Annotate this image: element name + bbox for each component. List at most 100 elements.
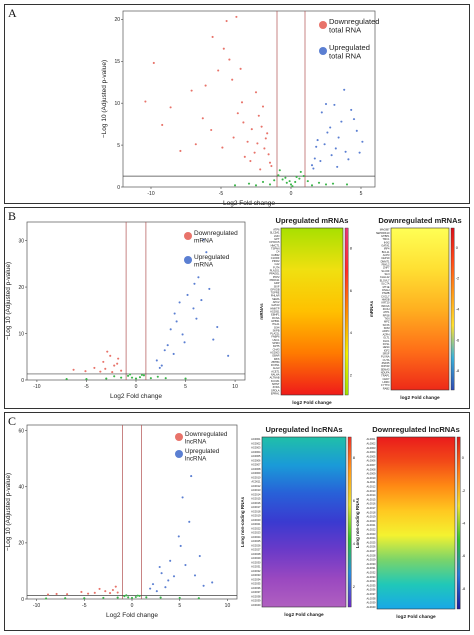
panel-c: C -10 -5 0 5 10 0 20 40 60 Log2 Fold change −Log 1…	[4, 412, 470, 631]
data-point	[256, 142, 259, 145]
heatmap-row-label: RAB2	[383, 386, 390, 390]
heatmap-row-label: ATP1	[383, 310, 390, 314]
heatmap-row-label: PPAGEL	[269, 272, 280, 276]
data-point	[315, 145, 318, 148]
heatmap-row-label: AC0033	[251, 573, 261, 577]
heatmap-row-label: FOSL	[383, 342, 390, 346]
y-tick-label: 20	[18, 285, 24, 291]
heatmap-row-label: ACE71	[271, 369, 280, 373]
heatmap-row-label: TXN	[384, 317, 389, 321]
data-point	[201, 117, 204, 120]
heatmap-x-label: log2 Fold change	[284, 612, 324, 618]
data-point	[99, 370, 102, 373]
heatmap-row-label: LRRC	[382, 380, 389, 384]
colorbar-tick-label: -2	[462, 488, 466, 493]
data-point	[160, 572, 163, 575]
heatmap-row-label: TOPRE	[271, 291, 280, 295]
heatmap-row-label: AL0006	[367, 459, 377, 463]
data-point	[225, 20, 228, 23]
heatmap-row-label: PIKR2	[272, 259, 280, 263]
data-point	[198, 555, 201, 558]
data-point	[109, 354, 112, 357]
data-point	[190, 89, 193, 92]
data-point	[113, 364, 116, 367]
data-point	[45, 597, 48, 600]
heatmap-row-label: AC0026	[251, 543, 261, 547]
heatmap-row-label: AL0040	[367, 605, 377, 609]
data-point	[113, 375, 116, 378]
heatmap-row-label: MAGIB7	[380, 228, 390, 232]
heatmap-title: Upregulated lncRNAs	[265, 425, 342, 434]
legend-label: mRNA	[194, 238, 214, 245]
heatmap-row-label: AL0008	[367, 467, 377, 471]
volcano-plot-lncrna: -10 -5 0 5 10 0 20 40 60 Log2 Fold change −Log 10 …	[5, 424, 238, 619]
heatmap-title: Downregulated lncRNAs	[372, 425, 460, 434]
data-point	[259, 168, 262, 171]
data-point	[108, 592, 112, 595]
data-point	[211, 35, 214, 39]
data-point	[302, 175, 305, 178]
data-point	[312, 167, 315, 170]
heatmap-y-label: mRNAs	[369, 300, 374, 317]
y-tick-label: 0	[21, 378, 24, 384]
heatmap-row-label: PRDK11	[270, 278, 280, 282]
data-point	[178, 596, 181, 599]
data-point	[164, 377, 167, 380]
data-point	[240, 101, 244, 104]
heatmap-row-label: AC0009	[251, 471, 261, 475]
heatmap-row-label: AL0021	[367, 523, 377, 527]
legend-label: lncRNA	[185, 455, 207, 462]
data-point	[236, 112, 239, 115]
heatmap-row-label: SIX4	[274, 325, 280, 329]
y-tick-label: 10	[114, 101, 120, 107]
heatmap-row-label: CA2	[274, 262, 280, 266]
heatmap-row-label: AC0039	[251, 599, 261, 603]
data-point	[152, 61, 155, 65]
heatmap-row-label: RIPOR	[381, 364, 389, 368]
heatmap-title: Upregulated mRNAs	[276, 216, 349, 225]
data-point	[194, 143, 197, 146]
data-point	[151, 583, 155, 586]
data-point	[184, 563, 187, 567]
data-point	[116, 596, 119, 599]
heatmap-row-label: AL0026	[367, 545, 377, 549]
data-point	[160, 364, 163, 367]
heatmap-row-label: ZNF7	[383, 266, 390, 270]
heatmap-cells	[280, 227, 344, 396]
x-tick-label: 5	[178, 603, 181, 609]
heatmap-row-label: AC0040	[251, 603, 261, 607]
heatmap-row-label: AL0020	[367, 519, 377, 523]
heatmap-row-label: AL0018	[367, 510, 377, 514]
heatmap-row-label: AL0010	[367, 476, 377, 480]
colorbar-tick-label: 4	[350, 330, 353, 335]
heatmap-row-label: ALTNAB	[270, 376, 280, 380]
heatmap-downregulated-mrnas: Downregulated mRNAs MAGIB7SEPRRK10GTBP1TM…	[369, 216, 462, 401]
heatmap-row-label: SEMA	[272, 297, 280, 301]
heatmap-row-label: ARPC	[382, 329, 389, 333]
data-point	[83, 597, 86, 600]
data-point	[331, 182, 335, 185]
data-point	[179, 149, 182, 153]
data-point	[127, 374, 130, 377]
heatmap-row-label: AL0031	[367, 566, 377, 570]
data-point	[106, 350, 109, 353]
heatmap-row-label: PLA2G1	[270, 269, 280, 273]
colorbar-tick-label: 2	[353, 584, 356, 589]
heatmap-row-label: TRAP1	[381, 374, 390, 378]
heatmap-row-label: AL0016	[367, 502, 377, 506]
heatmap-row-label: DLK1	[383, 339, 390, 343]
y-axis-label: −Log 10 (Adjusted p-value)	[5, 473, 12, 551]
colorbar-tick-label: 0	[456, 245, 459, 250]
colorbar	[456, 436, 461, 610]
heatmap-row-label: AC0017	[251, 505, 261, 509]
data-point	[257, 114, 260, 117]
colorbar-tick-label: 6	[350, 288, 353, 293]
data-point	[105, 377, 108, 380]
heatmap-row-label: AC0027	[251, 548, 261, 552]
heatmap-x-label: log2 Fold change	[396, 614, 436, 620]
heatmap-row-label: C1ORF	[271, 256, 280, 260]
data-point	[344, 150, 347, 153]
heatmap-row-label: CEP19	[381, 256, 390, 260]
data-point	[208, 287, 211, 290]
data-point	[186, 293, 189, 297]
